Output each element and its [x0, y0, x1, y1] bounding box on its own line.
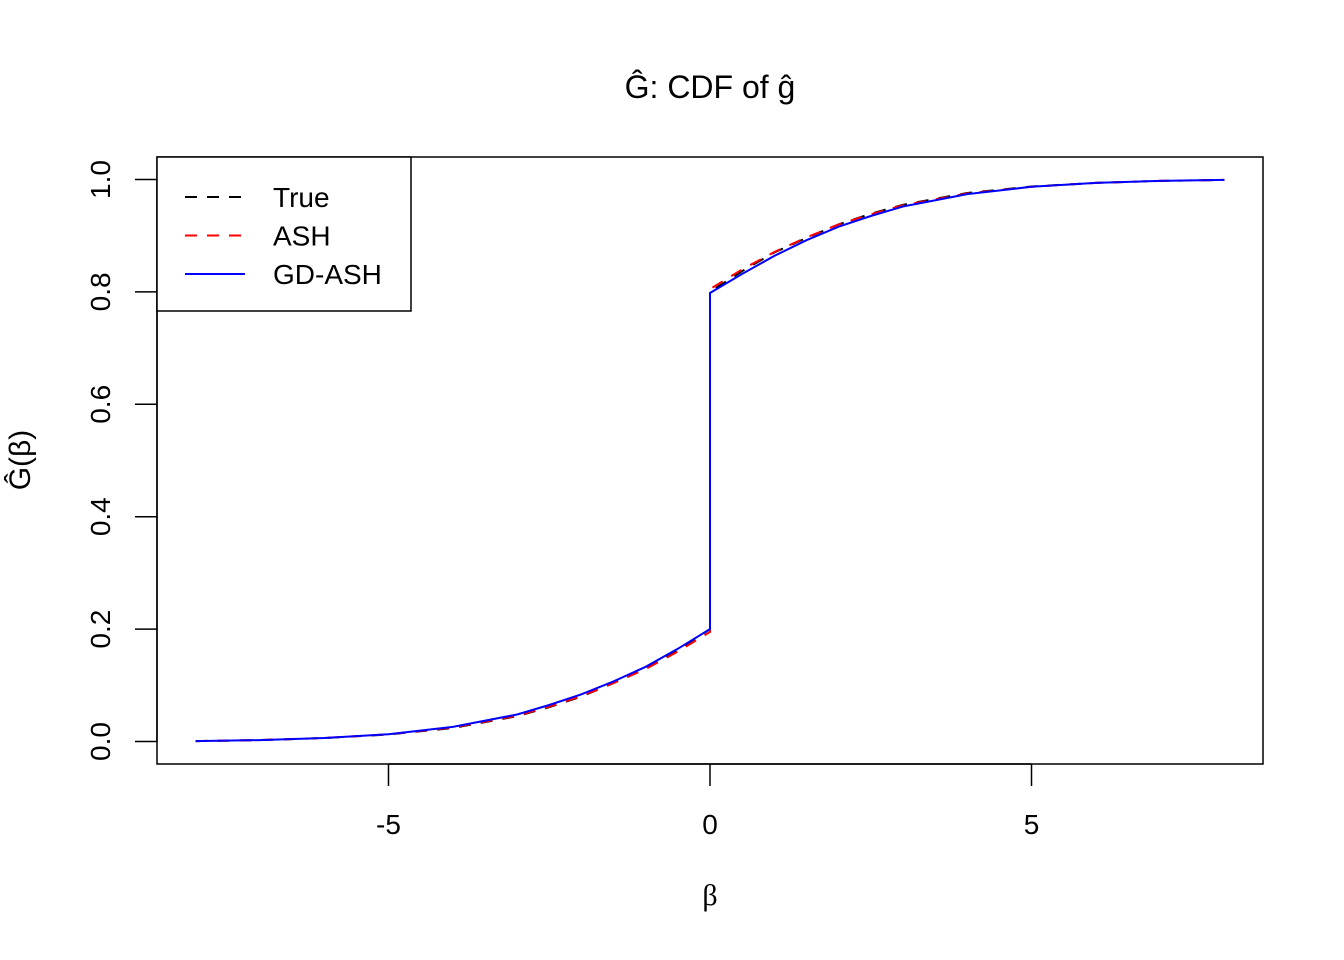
y-tick-label: 1.0: [85, 160, 116, 199]
series-lines: [195, 178, 1225, 743]
legend: True ASH GD-ASH: [156, 156, 412, 312]
y-axis: 0.0 0.2 0.4 0.6 0.8 1.0: [85, 160, 158, 761]
y-tick-label: 0.4: [85, 497, 116, 536]
series-line-gd-ash: [195, 178, 1225, 743]
legend-label: GD-ASH: [273, 259, 382, 290]
x-tick-label: -5: [376, 809, 401, 840]
x-axis-label: β: [702, 879, 717, 912]
x-tick-label: 0: [702, 809, 718, 840]
y-tick-label: 0.2: [85, 610, 116, 649]
legend-label: ASH: [273, 221, 331, 252]
y-axis-label: Ĝ(β): [3, 430, 37, 491]
legend-box: [156, 156, 412, 312]
chart-title: Ĝ: CDF of ĝ: [625, 69, 796, 105]
y-tick-label: 0.6: [85, 385, 116, 424]
legend-label: True: [273, 182, 330, 213]
y-tick-label: 0.8: [85, 272, 116, 311]
y-tick-label: 0.0: [85, 722, 116, 761]
x-axis: -5 0 5: [376, 763, 1040, 840]
x-tick-label: 5: [1024, 809, 1040, 840]
